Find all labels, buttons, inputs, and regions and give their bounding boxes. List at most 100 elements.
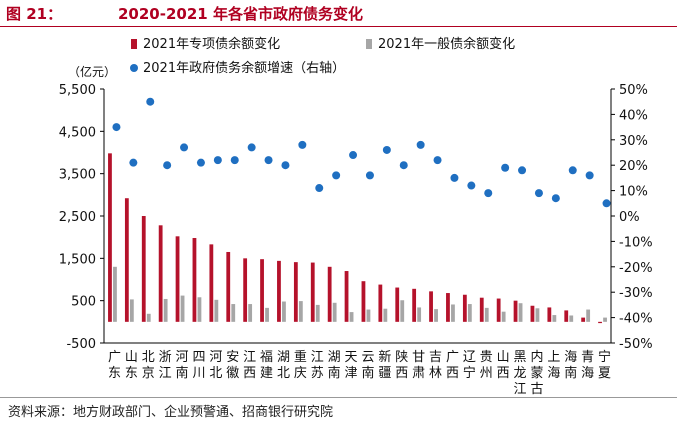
- general-bond-bar: [146, 313, 151, 322]
- right-axis-tick-label: 20%: [619, 159, 648, 174]
- growth-rate-point: [467, 181, 476, 190]
- growth-rate-point: [315, 184, 324, 193]
- growth-rate-point: [349, 151, 358, 160]
- category-label: 湖北: [277, 350, 290, 381]
- general-bond-bar: [113, 266, 117, 322]
- left-axis-unit: （亿元）: [68, 64, 116, 79]
- growth-rate-point: [247, 143, 256, 152]
- special-bond-bar: [141, 216, 146, 322]
- right-axis-tick-label: 50%: [619, 83, 648, 98]
- category-label: 河南: [176, 350, 189, 381]
- right-axis-tick-label: -30%: [619, 286, 653, 301]
- legend-swatch: [130, 64, 138, 72]
- category-label: 北京: [142, 350, 155, 381]
- growth-rate-point: [332, 171, 341, 180]
- growth-rate-point: [365, 171, 374, 180]
- left-axis-tick-label: 3,500: [59, 168, 96, 183]
- general-bond-bar: [366, 309, 371, 322]
- special-bond-bar: [124, 198, 129, 322]
- growth-rate-point: [264, 156, 273, 165]
- special-bond-bar: [496, 298, 501, 322]
- category-label: 重庆: [294, 349, 307, 381]
- category-label: 河北: [209, 350, 222, 381]
- general-bond-bar: [349, 312, 354, 322]
- special-bond-bar: [547, 307, 552, 322]
- legend-label: 2021年政府债务余额增速（右轴）: [143, 60, 345, 76]
- category-label: 广西: [446, 350, 459, 381]
- growth-rate-point: [568, 166, 577, 175]
- category-label: 山西: [497, 350, 510, 381]
- right-axis-tick-label: 0%: [619, 210, 640, 225]
- left-axis-tick-label: 5,500: [59, 83, 96, 98]
- special-bond-bar: [462, 294, 467, 322]
- general-bond-bar: [535, 308, 540, 322]
- growth-rate-point: [213, 156, 222, 165]
- category-label: 黑龙江: [514, 350, 527, 397]
- general-bond-bar: [467, 304, 472, 322]
- category-label: 福建: [260, 350, 273, 381]
- general-bond-bar: [484, 307, 489, 322]
- general-bond-bar: [417, 307, 422, 322]
- left-axis-tick-label: 4,500: [59, 125, 96, 140]
- special-bond-bar: [361, 281, 366, 322]
- special-bond-bar: [277, 260, 281, 322]
- special-bond-bar: [243, 258, 248, 322]
- special-bond-bar: [226, 251, 231, 322]
- right-axis-tick-label: -10%: [619, 235, 653, 250]
- category-label: 江苏: [311, 350, 324, 381]
- special-bond-bar: [581, 317, 586, 322]
- category-label: 广东: [108, 350, 121, 381]
- general-bond-bar: [586, 309, 591, 322]
- general-bond-bar: [400, 300, 405, 322]
- growth-rate-point: [196, 158, 205, 167]
- category-label: 安徽: [226, 350, 239, 381]
- growth-rate-point: [382, 145, 391, 154]
- general-bond-bar: [265, 307, 269, 322]
- legend-label: 2021年专项债余额变化: [143, 36, 280, 52]
- growth-rate-point: [399, 161, 408, 170]
- growth-rate-point: [146, 97, 155, 106]
- special-bond-bar: [513, 300, 518, 322]
- category-label: 四川: [192, 350, 205, 381]
- general-bond-bar: [282, 301, 286, 322]
- category-label: 海南: [564, 350, 577, 381]
- special-bond-bar: [108, 153, 112, 322]
- category-label: 新疆: [378, 349, 391, 381]
- growth-rate-point: [484, 189, 493, 198]
- general-bond-bar: [129, 299, 134, 322]
- source-bar: 资料来源：地方财政部门、企业预警通、招商银行研究院: [0, 397, 677, 421]
- right-axis-tick-label: 30%: [619, 134, 648, 149]
- general-bond-bar: [231, 304, 236, 322]
- growth-rate-point: [180, 143, 189, 152]
- growth-rate-point: [501, 163, 510, 172]
- left-axis-tick-label: 2,500: [59, 210, 96, 225]
- growth-rate-point: [518, 166, 527, 175]
- category-label: 辽宁: [463, 350, 476, 381]
- general-bond-bar: [451, 304, 455, 322]
- category-label: 吉林: [429, 350, 442, 381]
- category-label: 江西: [243, 350, 256, 381]
- general-bond-bar: [518, 303, 523, 322]
- general-bond-bar: [248, 304, 253, 322]
- special-bond-bar: [598, 321, 602, 324]
- growth-rate-point: [112, 123, 121, 132]
- growth-rate-point: [416, 140, 425, 149]
- category-label: 山东: [125, 350, 138, 381]
- special-bond-bar: [446, 293, 450, 322]
- growth-rate-point: [163, 161, 172, 170]
- general-bond-bar: [197, 297, 202, 322]
- category-label: 内蒙古: [530, 349, 543, 397]
- special-bond-bar: [310, 262, 315, 322]
- special-bond-bar: [158, 225, 163, 322]
- growth-rate-point: [230, 156, 239, 165]
- growth-rate-point: [551, 194, 560, 203]
- figure-title-bar: 图 21： 2020-2021 年各省市政府债务变化: [0, 0, 677, 27]
- special-bond-bar: [327, 266, 332, 322]
- special-bond-bar: [395, 287, 400, 322]
- special-bond-bar: [192, 238, 197, 322]
- right-axis-tick-label: 40%: [619, 108, 648, 123]
- special-bond-bar: [564, 310, 569, 322]
- special-bond-bar: [378, 284, 383, 322]
- special-bond-bar: [175, 236, 180, 322]
